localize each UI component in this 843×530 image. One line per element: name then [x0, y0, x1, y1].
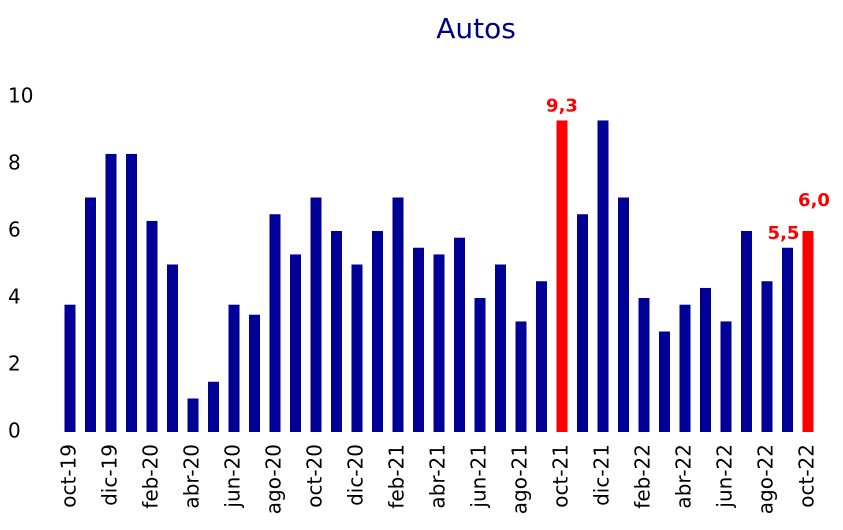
bar	[372, 231, 383, 432]
x-tick-label: dic-21	[590, 444, 614, 506]
bar	[679, 304, 691, 432]
bar	[474, 298, 486, 432]
bar	[208, 381, 219, 432]
bar	[720, 321, 732, 432]
x-tick-label: abr-22	[672, 444, 696, 509]
bar	[659, 331, 670, 432]
bar	[228, 304, 240, 432]
bar	[556, 120, 568, 432]
bar	[310, 197, 322, 432]
x-tick-label: feb-22	[631, 444, 655, 509]
bar	[146, 220, 158, 432]
bar	[597, 120, 609, 432]
bar	[85, 197, 96, 432]
bar	[269, 214, 281, 432]
bar	[618, 197, 629, 432]
bar	[126, 153, 137, 432]
x-tick-label: oct-21	[549, 444, 573, 508]
bar	[536, 281, 547, 432]
y-tick-label: 2	[8, 352, 21, 376]
bar	[761, 281, 773, 432]
bar	[105, 153, 117, 432]
x-tick-label: abr-21	[426, 444, 450, 509]
y-tick-label: 8	[8, 151, 21, 175]
bar	[741, 231, 752, 432]
x-tick-label: abr-20	[180, 444, 204, 509]
y-tick-label: 0	[8, 419, 21, 443]
bar	[454, 237, 465, 432]
data-label: 6,0	[798, 190, 830, 211]
y-tick-label: 6	[8, 218, 21, 242]
bar	[802, 231, 814, 432]
y-tick-label: 10	[8, 84, 33, 108]
x-tick-label: feb-21	[385, 444, 409, 509]
bar	[331, 231, 342, 432]
x-tick-label: jun-21	[467, 444, 491, 509]
x-tick-label: oct-22	[795, 444, 819, 508]
x-tick-label: jun-22	[713, 444, 737, 509]
bar	[351, 264, 363, 432]
bar	[495, 264, 506, 432]
data-label: 5,5	[768, 223, 800, 244]
x-tick-label: oct-19	[57, 444, 81, 508]
x-tick-label: ago-22	[754, 444, 778, 514]
x-tick-label: ago-21	[508, 444, 532, 514]
bar	[700, 287, 711, 432]
bar	[249, 314, 260, 432]
chart-title: Autos	[436, 12, 516, 45]
x-tick-label: ago-20	[262, 444, 286, 514]
bar	[433, 254, 445, 432]
y-tick-label: 4	[8, 285, 21, 309]
bar	[167, 264, 178, 432]
bar	[413, 247, 424, 432]
bar	[64, 304, 76, 432]
x-tick-label: dic-20	[344, 444, 368, 506]
x-tick-label: oct-20	[303, 444, 327, 508]
bar	[638, 298, 650, 432]
bar	[577, 214, 588, 432]
bar	[782, 247, 793, 432]
bar	[290, 254, 301, 432]
bar	[392, 197, 404, 432]
x-tick-label: feb-20	[139, 444, 163, 509]
bar	[515, 321, 527, 432]
bar	[187, 398, 199, 432]
data-label: 9,3	[546, 95, 578, 116]
x-tick-label: jun-20	[221, 444, 245, 509]
x-tick-label: dic-19	[98, 444, 122, 506]
